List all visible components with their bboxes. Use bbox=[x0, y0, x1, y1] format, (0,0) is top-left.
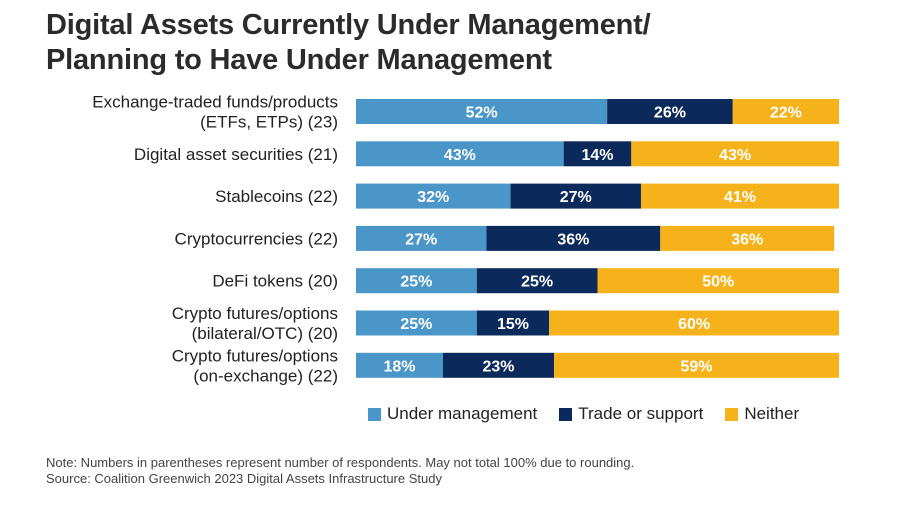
category-label-1: Exchange-traded funds/products (ETFs, ETP… bbox=[92, 93, 338, 132]
category-label-3: Stablecoins (22) bbox=[215, 187, 338, 206]
bar-under-management-row-4 bbox=[356, 225, 487, 251]
bar-neither-row-2 bbox=[631, 141, 839, 167]
data-label-under-management-row-6: 25% bbox=[400, 316, 432, 333]
legend-item-neither: Neither bbox=[725, 404, 799, 424]
data-label-under-management-row-1: 52% bbox=[466, 105, 498, 122]
bar-neither-row-1 bbox=[732, 99, 839, 124]
bar-under-management-row-1 bbox=[356, 99, 608, 124]
bar-under-management-row-6 bbox=[356, 310, 477, 336]
data-label-trade-or-support-row-6: 15% bbox=[497, 316, 529, 333]
legend-swatch-neither bbox=[725, 407, 739, 421]
data-label-neither-row-2: 43% bbox=[719, 147, 751, 164]
category-label-4: Cryptocurrencies (22) bbox=[175, 229, 338, 248]
data-label-under-management-row-7: 18% bbox=[383, 358, 415, 375]
data-label-neither-row-4: 36% bbox=[731, 231, 763, 248]
category-label-4-line-1: Cryptocurrencies (22) bbox=[175, 229, 338, 248]
category-label-2-line-1: Digital asset securities (21) bbox=[134, 145, 338, 164]
legend-label-neither: Neither bbox=[744, 404, 800, 423]
category-label-7-line-2: (on-exchange) (22) bbox=[193, 366, 338, 385]
bar-neither-row-4 bbox=[660, 225, 835, 251]
legend-label-under-management: Under management bbox=[387, 404, 538, 423]
source-text: Source: Coalition Greenwich 2023 Digital… bbox=[46, 471, 442, 486]
bar-under-management-row-7 bbox=[356, 352, 443, 378]
bar-trade-or-support-row-4 bbox=[486, 225, 661, 251]
bar-under-management-row-3 bbox=[356, 183, 511, 209]
bar-under-management-row-5 bbox=[356, 268, 477, 294]
bar-trade-or-support-row-6 bbox=[476, 310, 550, 336]
note-text: Note: Numbers in parentheses represent n… bbox=[46, 455, 635, 470]
chart-title-line-2: Planning to Have Under Management bbox=[46, 44, 552, 76]
category-label-7-line-1: Crypto futures/options bbox=[172, 346, 338, 365]
bar-trade-or-support-row-7 bbox=[442, 352, 555, 378]
bar-trade-or-support-row-2 bbox=[563, 141, 632, 167]
data-label-trade-or-support-row-4: 36% bbox=[557, 231, 589, 248]
category-label-1-line-1: Exchange-traded funds/products bbox=[92, 93, 338, 112]
legend-swatch-under-management bbox=[368, 407, 381, 421]
data-label-trade-or-support-row-3: 27% bbox=[560, 189, 592, 206]
category-label-5: DeFi tokens (20) bbox=[212, 272, 338, 291]
category-label-6: Crypto futures/options (bilateral/OTC) (2… bbox=[172, 304, 338, 343]
bar-neither-row-3 bbox=[640, 183, 839, 209]
bar-trade-or-support-row-5 bbox=[476, 268, 598, 294]
category-label-6-line-2: (bilateral/OTC) (20) bbox=[192, 324, 338, 343]
legend-item-under-management: Under management bbox=[368, 404, 537, 424]
data-label-under-management-row-5: 25% bbox=[400, 274, 432, 291]
bar-neither-row-5 bbox=[597, 268, 839, 294]
chart-title-line-1: Digital Assets Currently Under Managemen… bbox=[46, 9, 651, 41]
data-label-trade-or-support-row-1: 26% bbox=[654, 105, 686, 122]
chart-title: Digital Assets Currently Under Managemen… bbox=[46, 8, 866, 78]
category-label-7: Crypto futures/options (on-exchange) (22) bbox=[172, 346, 338, 385]
bar-under-management-row-2 bbox=[356, 141, 564, 167]
category-label-3-line-1: Stablecoins (22) bbox=[215, 187, 338, 206]
bar-neither-row-6 bbox=[549, 310, 839, 336]
category-label-6-line-1: Crypto futures/options bbox=[172, 304, 338, 323]
chart-legend: Under management Trade or support Neithe… bbox=[368, 404, 821, 424]
data-label-neither-row-7: 59% bbox=[680, 358, 712, 375]
legend-label-trade-or-support: Trade or support bbox=[578, 404, 704, 423]
legend-swatch-trade-or-support bbox=[559, 407, 573, 421]
category-label-5-line-1: DeFi tokens (20) bbox=[212, 272, 338, 291]
data-label-neither-row-6: 60% bbox=[678, 316, 710, 333]
data-label-under-management-row-4: 27% bbox=[405, 231, 437, 248]
legend-item-trade-or-support: Trade or support bbox=[559, 404, 703, 424]
data-label-neither-row-1: 22% bbox=[770, 105, 802, 122]
data-label-under-management-row-2: 43% bbox=[444, 147, 476, 164]
data-label-trade-or-support-row-5: 25% bbox=[521, 274, 553, 291]
category-label-2: Digital asset securities (21) bbox=[134, 145, 338, 164]
data-label-neither-row-5: 50% bbox=[702, 274, 734, 291]
data-label-under-management-row-3: 32% bbox=[417, 189, 449, 206]
bar-trade-or-support-row-3 bbox=[510, 183, 641, 209]
data-label-trade-or-support-row-7: 23% bbox=[482, 358, 514, 375]
footnotes: Note: Numbers in parentheses represent n… bbox=[46, 455, 634, 487]
data-label-neither-row-3: 41% bbox=[724, 189, 756, 206]
category-label-1-line-2: (ETFs, ETPs) (23) bbox=[200, 113, 338, 132]
bar-trade-or-support-row-1 bbox=[607, 99, 733, 124]
stacked-bar-chart: Exchange-traded funds/products (ETFs, ETP… bbox=[92, 93, 839, 385]
bar-neither-row-7 bbox=[554, 352, 839, 378]
data-label-trade-or-support-row-2: 14% bbox=[581, 147, 613, 164]
